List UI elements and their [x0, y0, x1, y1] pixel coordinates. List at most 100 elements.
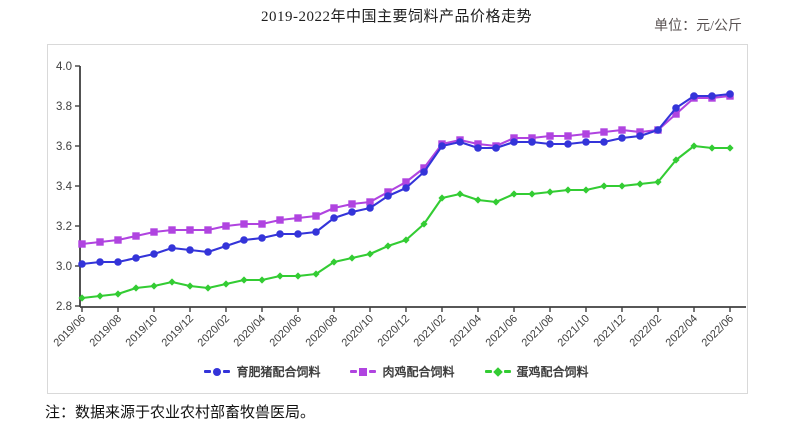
marker-broiler-feed: [114, 236, 122, 244]
marker-fattening-pig-feed: [96, 258, 104, 266]
marker-layer-feed: [582, 186, 590, 194]
marker-layer-feed: [168, 278, 176, 286]
marker-fattening-pig-feed: [456, 138, 464, 146]
marker-fattening-pig-feed: [312, 228, 320, 236]
marker-fattening-pig-feed: [672, 104, 680, 112]
marker-broiler-feed: [222, 222, 230, 230]
marker-fattening-pig-feed: [438, 142, 446, 150]
line-circle-marker-icon: [204, 367, 231, 376]
y-tick-label: 3.0: [56, 261, 72, 273]
marker-broiler-feed: [204, 226, 212, 234]
marker-fattening-pig-feed: [474, 144, 482, 152]
marker-fattening-pig-feed: [258, 234, 266, 242]
marker-broiler-feed: [276, 216, 284, 224]
marker-layer-feed: [114, 290, 122, 298]
marker-broiler-feed: [258, 220, 266, 228]
legend-item-layer-feed: 蛋鸡配合饲料: [484, 363, 589, 380]
marker-broiler-feed: [78, 240, 86, 248]
marker-fattening-pig-feed: [204, 248, 212, 256]
marker-broiler-feed: [240, 220, 248, 228]
y-tick-label: 3.6: [56, 141, 72, 153]
marker-broiler-feed: [186, 226, 194, 234]
marker-broiler-feed: [636, 128, 644, 136]
x-tick-label: 2019/10: [124, 313, 161, 350]
marker-layer-feed: [348, 254, 356, 262]
legend-item-fattening-pig-feed: 育肥猪配合饲料: [204, 363, 320, 380]
legend-item-broiler-feed: 肉鸡配合饲料: [350, 363, 455, 380]
series-markers-layer-feed: [78, 142, 734, 302]
y-tick-label: 3.2: [56, 221, 72, 233]
marker-layer-feed: [258, 276, 266, 284]
marker-fattening-pig-feed: [240, 236, 248, 244]
marker-fattening-pig-feed: [366, 204, 374, 212]
marker-fattening-pig-feed: [402, 184, 410, 192]
marker-fattening-pig-feed: [654, 126, 662, 134]
marker-fattening-pig-feed: [168, 244, 176, 252]
marker-layer-feed: [294, 272, 302, 280]
x-tick-label: 2020/10: [340, 313, 377, 350]
marker-broiler-feed: [546, 132, 554, 140]
marker-fattening-pig-feed: [492, 144, 500, 152]
x-tick-label: 2019/06: [52, 313, 89, 350]
marker-broiler-feed: [582, 130, 590, 138]
marker-broiler-feed: [420, 164, 428, 172]
legend-label: 蛋鸡配合饲料: [516, 365, 589, 379]
marker-layer-feed: [654, 178, 662, 186]
marker-fattening-pig-feed: [294, 230, 302, 238]
x-tick-label: 2022/02: [628, 313, 665, 350]
marker-layer-feed: [132, 284, 140, 292]
x-tick-label: 2021/02: [412, 313, 449, 350]
marker-fattening-pig-feed: [582, 138, 590, 146]
marker-layer-feed: [456, 190, 464, 198]
line-square-marker-icon: [350, 367, 377, 376]
marker-layer-feed: [510, 190, 518, 198]
marker-layer-feed: [546, 188, 554, 196]
marker-layer-feed: [276, 272, 284, 280]
marker-broiler-feed: [618, 126, 626, 134]
source-note: 注：数据来源于农业农村部畜牧兽医局。: [45, 405, 316, 421]
marker-fattening-pig-feed: [78, 260, 86, 268]
series-line-broiler-feed: [80, 94, 732, 246]
x-tick-label: 2020/08: [304, 313, 341, 350]
marker-broiler-feed: [312, 212, 320, 220]
marker-layer-feed: [384, 242, 392, 250]
marker-broiler-feed: [402, 178, 410, 186]
x-tick-label: 2021/04: [448, 313, 485, 350]
y-tick-label: 3.8: [56, 101, 72, 113]
marker-fattening-pig-feed: [600, 138, 608, 146]
marker-layer-feed: [150, 282, 158, 290]
marker-broiler-feed: [384, 188, 392, 196]
marker-layer-feed: [402, 236, 410, 244]
marker-broiler-feed: [564, 132, 572, 140]
marker-layer-feed: [708, 144, 716, 152]
marker-broiler-feed: [672, 110, 680, 118]
line-diamond-marker-icon: [484, 366, 511, 377]
marker-layer-feed: [312, 270, 320, 278]
unit-label: 单位：元/公斤: [654, 19, 742, 34]
marker-fattening-pig-feed: [384, 192, 392, 200]
legend-label: 肉鸡配合饲料: [382, 365, 455, 379]
marker-fattening-pig-feed: [186, 246, 194, 254]
series-line-layer-feed: [80, 144, 732, 300]
x-tick-label: 2020/12: [376, 313, 413, 350]
marker-layer-feed: [366, 250, 374, 258]
marker-fattening-pig-feed: [708, 92, 716, 100]
series-markers-fattening-pig-feed: [78, 90, 734, 268]
x-tick-label: 2021/12: [592, 313, 629, 350]
marker-layer-feed: [528, 190, 536, 198]
marker-fattening-pig-feed: [132, 254, 140, 262]
x-tick-label: 2020/06: [268, 313, 305, 350]
marker-fattening-pig-feed: [564, 140, 572, 148]
marker-layer-feed: [78, 294, 86, 302]
marker-layer-feed: [492, 198, 500, 206]
marker-broiler-feed: [366, 198, 374, 206]
x-tick-label: 2019/12: [160, 313, 197, 350]
marker-fattening-pig-feed: [528, 138, 536, 146]
marker-fattening-pig-feed: [546, 140, 554, 148]
marker-layer-feed: [618, 182, 626, 190]
marker-broiler-feed: [510, 134, 518, 142]
series-markers-broiler-feed: [78, 92, 734, 248]
marker-layer-feed: [672, 156, 680, 164]
